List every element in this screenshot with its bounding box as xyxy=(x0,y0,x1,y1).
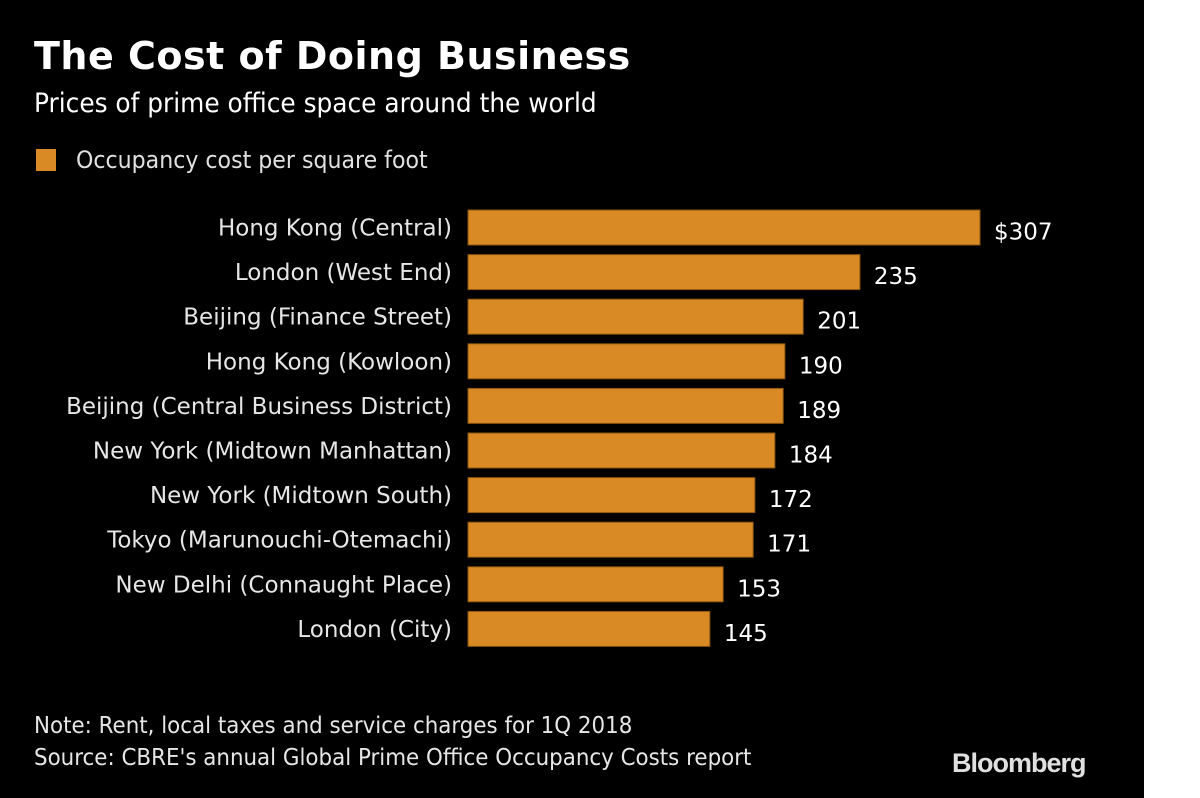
source-note: Source: CBRE's annual Global Prime Offic… xyxy=(34,745,752,771)
value-label: 145 xyxy=(724,621,768,647)
bar xyxy=(467,477,756,514)
bloomberg-logo: Bloomberg xyxy=(952,748,1087,778)
bar xyxy=(467,343,786,380)
value-label: 189 xyxy=(797,398,841,424)
legend-label: Occupancy cost per square foot xyxy=(76,146,428,174)
category-label: New York (Midtown South) xyxy=(150,483,452,509)
category-label: London (West End) xyxy=(235,260,452,286)
value-label: 235 xyxy=(874,264,918,290)
category-label: Beijing (Central Business District) xyxy=(66,394,452,420)
category-label: Hong Kong (Kowloon) xyxy=(206,349,452,375)
category-label: Tokyo (Marunouchi-Otemachi) xyxy=(106,528,452,554)
category-label: New Delhi (Connaught Place) xyxy=(115,572,452,598)
value-label: 201 xyxy=(817,309,861,335)
value-label: $307 xyxy=(994,220,1053,246)
value-label: 153 xyxy=(737,576,781,602)
bar xyxy=(467,387,784,424)
bar xyxy=(467,298,804,335)
category-label: New York (Midtown Manhattan) xyxy=(93,439,452,465)
bar-chart: Hong Kong (Central) $307 London (West End)… xyxy=(66,209,1053,647)
bar xyxy=(467,209,981,246)
category-label: London (City) xyxy=(297,617,452,643)
value-label: 184 xyxy=(789,443,833,469)
bar xyxy=(467,254,861,291)
bar xyxy=(467,610,711,647)
value-label: 172 xyxy=(769,487,813,513)
chart-subtitle: Prices of prime office space around the … xyxy=(34,88,597,119)
bar xyxy=(467,432,776,469)
category-label: Beijing (Finance Street) xyxy=(183,305,452,331)
chart-title: The Cost of Doing Business xyxy=(34,34,631,78)
value-label: 190 xyxy=(799,353,843,379)
legend: Occupancy cost per square foot xyxy=(36,146,458,174)
value-label: 171 xyxy=(767,532,811,558)
category-label: Hong Kong (Central) xyxy=(218,216,452,242)
bar xyxy=(467,566,724,603)
bar xyxy=(467,521,754,558)
legend-swatch xyxy=(36,149,56,171)
footnote: Note: Rent, local taxes and service char… xyxy=(34,713,633,739)
